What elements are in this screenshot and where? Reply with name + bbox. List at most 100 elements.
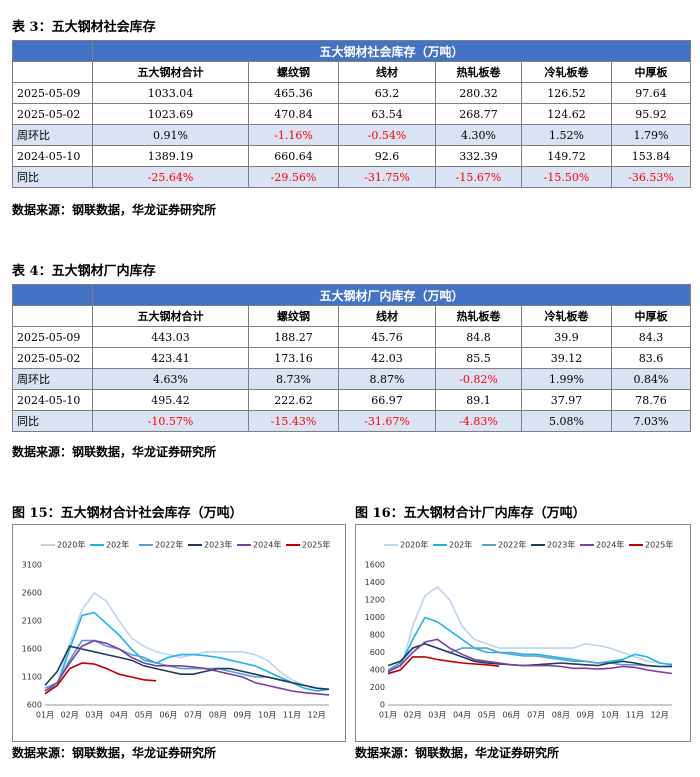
legend-label: 2023年 <box>204 540 232 550</box>
cell: 85.5 <box>435 347 522 369</box>
x-tick-label: 02月 <box>61 711 79 720</box>
y-tick-label: 800 <box>370 631 385 640</box>
cell: 97.64 <box>610 82 692 104</box>
legend-label: 2024年 <box>596 540 624 550</box>
cell: 45.76 <box>338 326 436 348</box>
table-row: 同比 -10.57% -15.43% -31.67% -4.83% 5.08% 7.03% <box>12 410 692 432</box>
cell: 1.99% <box>521 368 612 390</box>
cell: 78.76 <box>610 389 692 411</box>
table-source: 数据来源：钢联数据，华龙证券研究所 <box>12 203 217 217</box>
x-tick-label: 09月 <box>576 711 594 720</box>
cell: 7.03% <box>610 410 692 432</box>
header-spacer <box>12 284 93 306</box>
row-label: 同比 <box>12 410 93 432</box>
x-tick-label: 11月 <box>283 711 301 720</box>
chart-title: 图 16：五大钢材合计厂内库存（万吨） <box>355 506 586 521</box>
cell: -15.50% <box>521 166 612 188</box>
cell: -15.67% <box>435 166 522 188</box>
x-tick-label: 04月 <box>110 711 128 720</box>
y-tick-label: 0 <box>380 701 385 710</box>
y-tick-label: 400 <box>370 666 385 675</box>
cell: 92.6 <box>338 145 436 167</box>
x-tick-label: 03月 <box>85 711 103 720</box>
cell: 1389.19 <box>92 145 249 167</box>
column-header: 五大钢材合计 <box>92 61 249 83</box>
column-header: 中厚板 <box>610 305 692 327</box>
header-spacer <box>12 40 93 62</box>
legend-label: 2020年 <box>400 540 428 550</box>
table-row: 周环比 0.91% -1.16% -0.54% 4.30% 1.52% 1.79% <box>12 124 692 146</box>
x-tick-label: 08月 <box>552 711 570 720</box>
table-row: 2025-05-09 443.03 188.27 45.76 84.8 39.9 84.3 <box>12 326 692 348</box>
column-header: 线材 <box>338 305 436 327</box>
header-title: 五大钢材厂内库存（万吨） <box>91 284 692 306</box>
y-tick-label: 1200 <box>365 596 385 605</box>
legend-label: 2024年 <box>253 540 281 550</box>
x-tick-label: 02月 <box>404 711 422 720</box>
x-tick-label: 10月 <box>258 711 276 720</box>
cell: 37.97 <box>521 389 612 411</box>
chart: 600 1100 1600 2100 2600 3100 01月 02月 03月 04月 05月 06… <box>22 540 331 720</box>
cell: 124.62 <box>521 103 612 125</box>
cell: 4.63% <box>92 368 249 390</box>
y-tick-label: 2600 <box>22 589 42 598</box>
table-row: 同比 -25.64% -29.56% -31.75% -15.67% -15.50% -36… <box>12 166 692 188</box>
cell: 89.1 <box>435 389 522 411</box>
cell: 39.9 <box>521 326 612 348</box>
x-tick-label: 12月 <box>308 711 326 720</box>
cell: 173.16 <box>248 347 339 369</box>
column-header: 热轧板卷 <box>435 305 522 327</box>
y-tick-label: 200 <box>370 683 385 692</box>
legend-label: 202年 <box>449 540 472 550</box>
series-line <box>44 639 330 696</box>
series-line <box>387 585 673 676</box>
cell: -31.67% <box>338 410 436 432</box>
column-row: 五大钢材合计 螺纹钢 线材 热轧板卷 冷轧板卷 中厚板 <box>12 305 692 327</box>
table-row: 2025-05-02 1023.69 470.84 63.54 268.77 124.62… <box>12 103 692 125</box>
column-header: 冷轧板卷 <box>521 61 612 83</box>
series-line <box>44 645 330 691</box>
table: 五大钢材厂内库存（万吨） 五大钢材合计 螺纹钢 线材 热轧板卷 冷轧板卷 中厚板 2025-0… <box>12 284 692 432</box>
x-tick-label: 04月 <box>453 711 471 720</box>
x-tick-label: 01月 <box>379 711 397 720</box>
cell: 83.6 <box>610 347 692 369</box>
cell: 153.84 <box>610 145 692 167</box>
cell: 1.79% <box>610 124 692 146</box>
cell: 280.32 <box>435 82 522 104</box>
legend-label: 202年 <box>106 540 129 550</box>
x-tick-label: 05月 <box>135 711 153 720</box>
table: 五大钢材社会库存（万吨） 五大钢材合计 螺纹钢 线材 热轧板卷 冷轧板卷 中厚板 2025-0… <box>12 40 692 188</box>
y-tick-label: 1400 <box>365 578 385 587</box>
cell: 95.92 <box>610 103 692 125</box>
series-line <box>44 611 330 692</box>
column-header: 热轧板卷 <box>435 61 522 83</box>
cell: -10.57% <box>92 410 249 432</box>
x-tick-label: 09月 <box>233 711 251 720</box>
cell: 1.52% <box>521 124 612 146</box>
cell: 4.30% <box>435 124 522 146</box>
x-tick-label: 10月 <box>601 711 619 720</box>
row-label: 2025-05-02 <box>12 347 93 369</box>
chart-frame: 600 1100 1600 2100 2600 3100 01月 02月 03月 04月 05月 06… <box>12 524 346 742</box>
row-label: 2025-05-02 <box>12 103 93 125</box>
row-label: 2024-05-10 <box>12 389 93 411</box>
legend-label: 2020年 <box>57 540 85 550</box>
x-tick-label: 07月 <box>184 711 202 720</box>
legend-label: 2025年 <box>645 540 673 550</box>
row-label: 2025-05-09 <box>12 326 93 348</box>
table-row: 2025-05-09 1033.04 465.36 63.2 280.32 126.52 9… <box>12 82 692 104</box>
y-tick-label: 1000 <box>365 613 385 622</box>
chart-frame: 0 200 400 600 800 1000 1200 1400 1600 01月 02月 03月 04… <box>355 524 691 742</box>
y-tick-label: 3100 <box>22 561 42 570</box>
column-header: 螺纹钢 <box>248 61 339 83</box>
series-line <box>387 616 673 671</box>
series-line <box>387 638 673 675</box>
header-row: 五大钢材社会库存（万吨） <box>12 40 692 62</box>
cell: 149.72 <box>521 145 612 167</box>
table-row: 2024-05-10 1389.19 660.64 92.6 332.39 149.72 1… <box>12 145 692 167</box>
x-tick-label: 05月 <box>478 711 496 720</box>
cell: 8.73% <box>248 368 339 390</box>
cell: -36.53% <box>610 166 692 188</box>
cell: -1.16% <box>248 124 339 146</box>
